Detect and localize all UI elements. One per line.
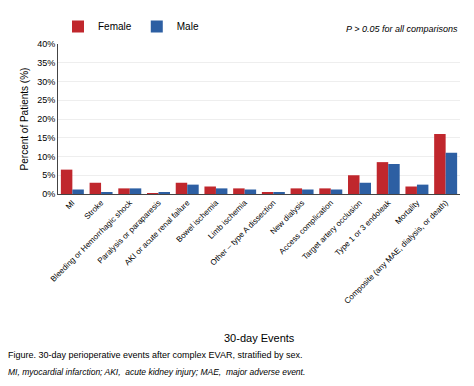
svg-text:Composite (any MAE, dialysis,: Composite (any MAE, dialysis, or death) (343, 198, 451, 306)
svg-text:New dialysis: New dialysis (269, 198, 307, 236)
svg-text:Female: Female (98, 21, 132, 32)
svg-text:10%: 10% (37, 152, 55, 162)
svg-text:Paralysis or paraparesis: Paralysis or paraparesis (96, 198, 163, 265)
svg-text:MI, myocardial infarction; AKI: MI, myocardial infarction; AKI, acute ki… (8, 367, 305, 377)
svg-text:30-day Events: 30-day Events (224, 332, 295, 344)
svg-text:40%: 40% (37, 39, 55, 49)
svg-text:Other – type A dissection: Other – type A dissection (209, 198, 278, 267)
svg-text:Bleeding or Hemorrhagic shock: Bleeding or Hemorrhagic shock (49, 198, 135, 284)
svg-text:0%: 0% (42, 189, 55, 199)
svg-text:MI: MI (64, 198, 77, 211)
svg-text:Type 1 or 3 endoleak: Type 1 or 3 endoleak (333, 198, 393, 258)
svg-text:P > 0.05 for all comparisons: P > 0.05 for all comparisons (346, 24, 458, 34)
svg-text:Limb ischemia: Limb ischemia (206, 198, 249, 241)
svg-text:Mortality: Mortality (393, 198, 421, 226)
svg-text:Bowel ischemia: Bowel ischemia (175, 198, 221, 244)
svg-text:Target artery occlusion: Target artery occlusion (300, 198, 363, 261)
svg-text:Stroke: Stroke (83, 198, 106, 221)
svg-text:Access complication: Access complication (277, 198, 335, 256)
svg-text:Male: Male (177, 21, 199, 32)
svg-text:25%: 25% (37, 95, 55, 105)
svg-text:30%: 30% (37, 77, 55, 87)
svg-text:20%: 20% (37, 114, 55, 124)
svg-text:35%: 35% (37, 58, 55, 68)
svg-text:5%: 5% (42, 170, 55, 180)
svg-text:Figure. 30-day perioperative e: Figure. 30-day perioperative events afte… (8, 350, 302, 360)
svg-text:15%: 15% (37, 133, 55, 143)
svg-text:Percent of Patients (%): Percent of Patients (%) (19, 68, 30, 171)
svg-text:AKI or acute renal failure: AKI or acute renal failure (123, 198, 192, 267)
